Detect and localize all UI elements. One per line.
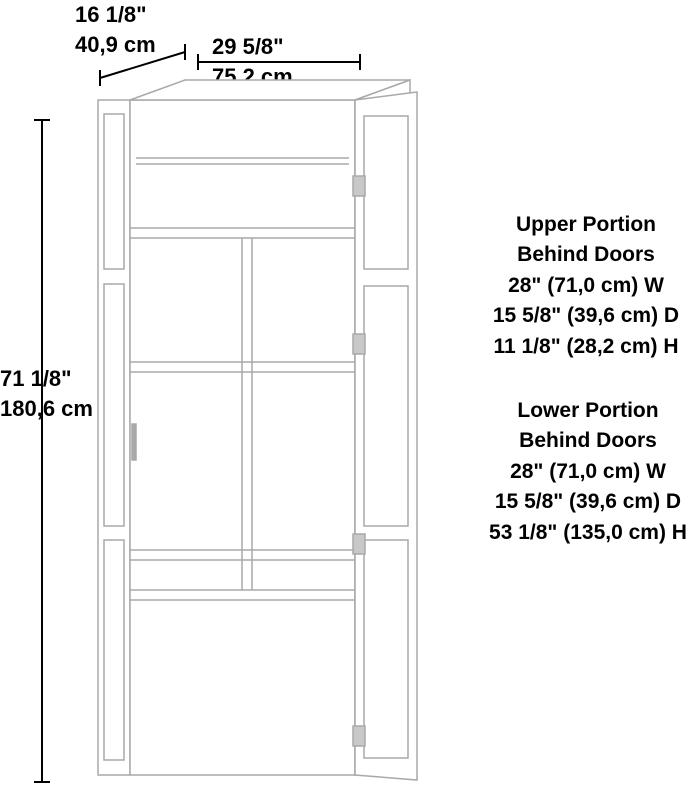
cabinet-drawing — [0, 0, 700, 789]
height-dim-bar — [34, 120, 50, 782]
diagram-stage: 16 1/8" 40,9 cm 29 5/8" 75,2 cm 71 1/8" … — [0, 0, 700, 789]
cabinet-body — [98, 80, 417, 780]
depth-dim-bar — [100, 44, 185, 86]
width-dim-bar — [198, 54, 360, 70]
